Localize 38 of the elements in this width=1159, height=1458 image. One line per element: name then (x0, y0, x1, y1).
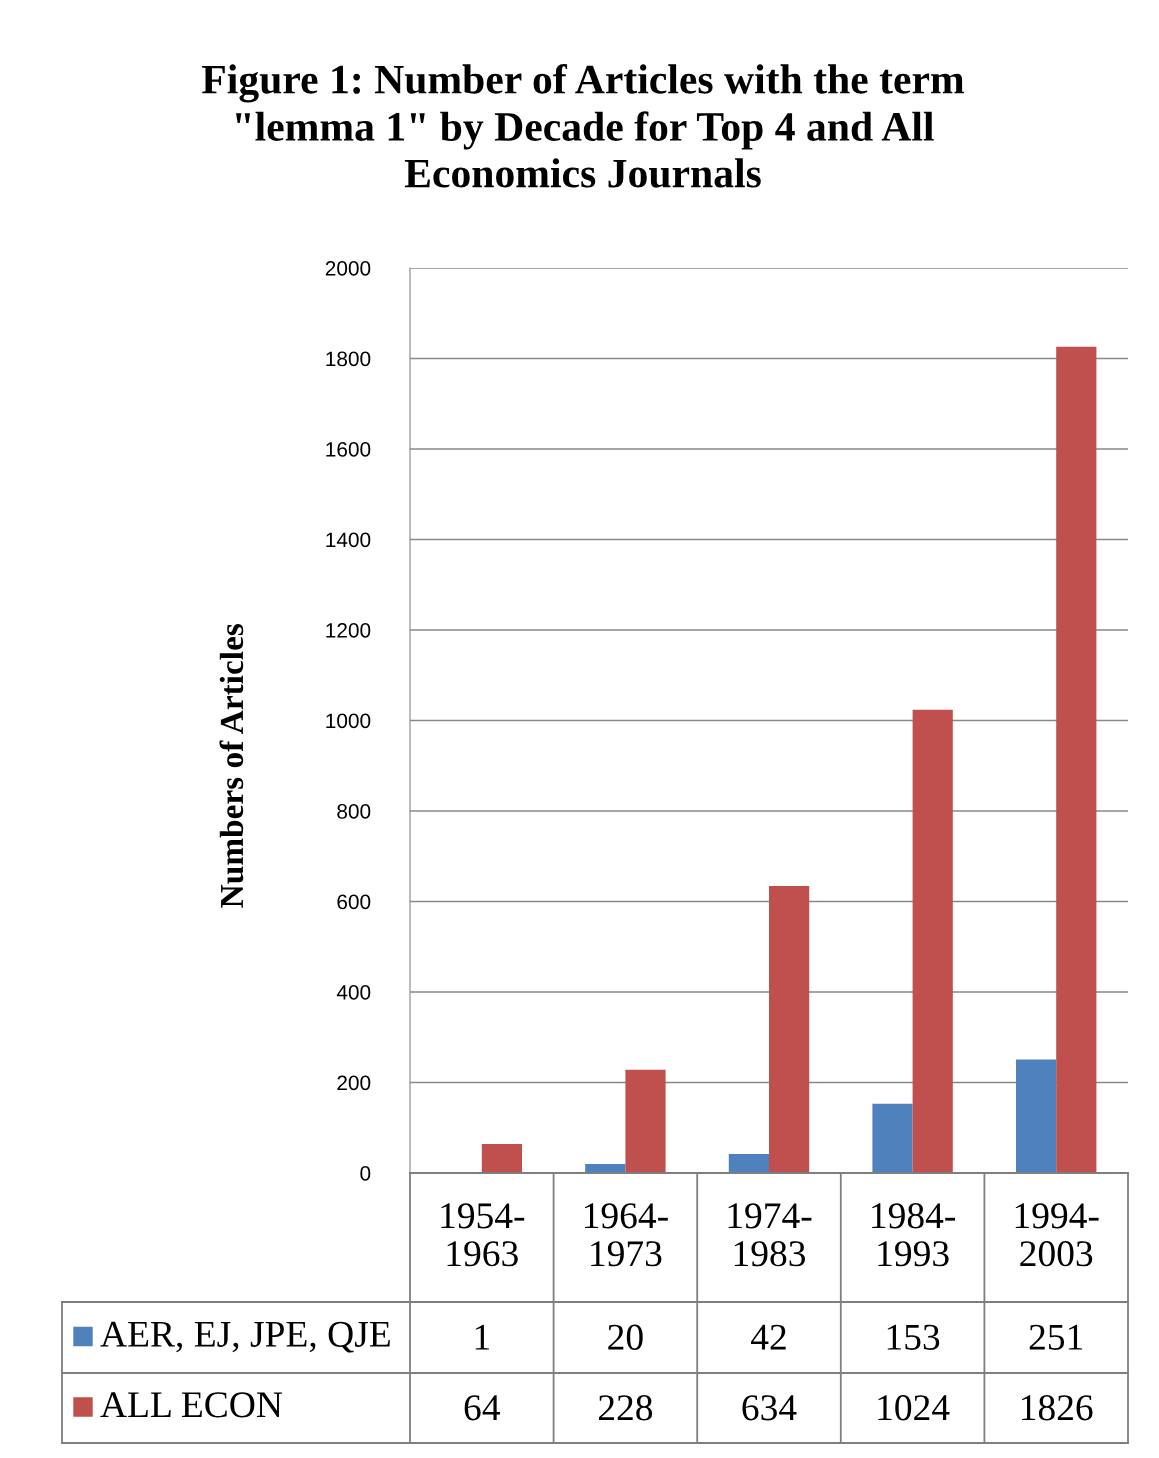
y-tick-label: 1800 (326, 351, 371, 367)
y-tick-label: 800 (337, 804, 371, 819)
legend-label: AER, EJ, JPE, QJE (100, 1321, 390, 1353)
bar (769, 886, 810, 1173)
y-tick-label: 600 (337, 894, 371, 910)
x-tick-label: 1954-1963 (441, 1203, 525, 1267)
x-tick-label: 1974-1983 (728, 1203, 812, 1267)
y-axis-title: Numbers of Articles (219, 624, 244, 908)
x-tick-label: 1964-1973 (584, 1203, 668, 1267)
y-tick-label: 400 (336, 985, 371, 1000)
chart-title: Figure 1: Number of Articles with the term "lemma 1" by Decade for Top 4 and All Economics Journals (202, 63, 964, 188)
legend-label: ALL ECON (100, 1392, 283, 1418)
data-label: 64 (464, 1395, 500, 1421)
y-tick-label: 1200 (326, 623, 371, 638)
bar (1015, 1059, 1057, 1173)
bar (625, 1069, 666, 1173)
x-tick-label: 1994-2003 (1015, 1203, 1099, 1267)
data-label: 251 (1029, 1324, 1083, 1350)
y-tick-label: 0 (360, 1166, 371, 1181)
y-tick-label: 2000 (325, 261, 371, 276)
y-tick-label: 1400 (326, 532, 371, 548)
bar (481, 1144, 523, 1173)
data-label: 1024 (878, 1395, 950, 1421)
bar (912, 709, 953, 1173)
y-tick-label: 1000 (326, 713, 371, 729)
y-tick-label: 1600 (326, 442, 371, 457)
data-label: 228 (598, 1395, 653, 1421)
data-label: 42 (750, 1324, 786, 1350)
data-label: 1826 (1022, 1395, 1093, 1421)
bar (728, 1153, 769, 1173)
bar (872, 1103, 913, 1173)
x-tick-label: 1984-1993 (872, 1203, 955, 1267)
data-label: 634 (742, 1395, 797, 1421)
y-tick-label: 200 (337, 1075, 371, 1091)
bar (1056, 346, 1097, 1173)
data-label: 20 (608, 1324, 643, 1350)
data-label: 153 (887, 1324, 940, 1350)
data-label: 1 (475, 1324, 489, 1350)
